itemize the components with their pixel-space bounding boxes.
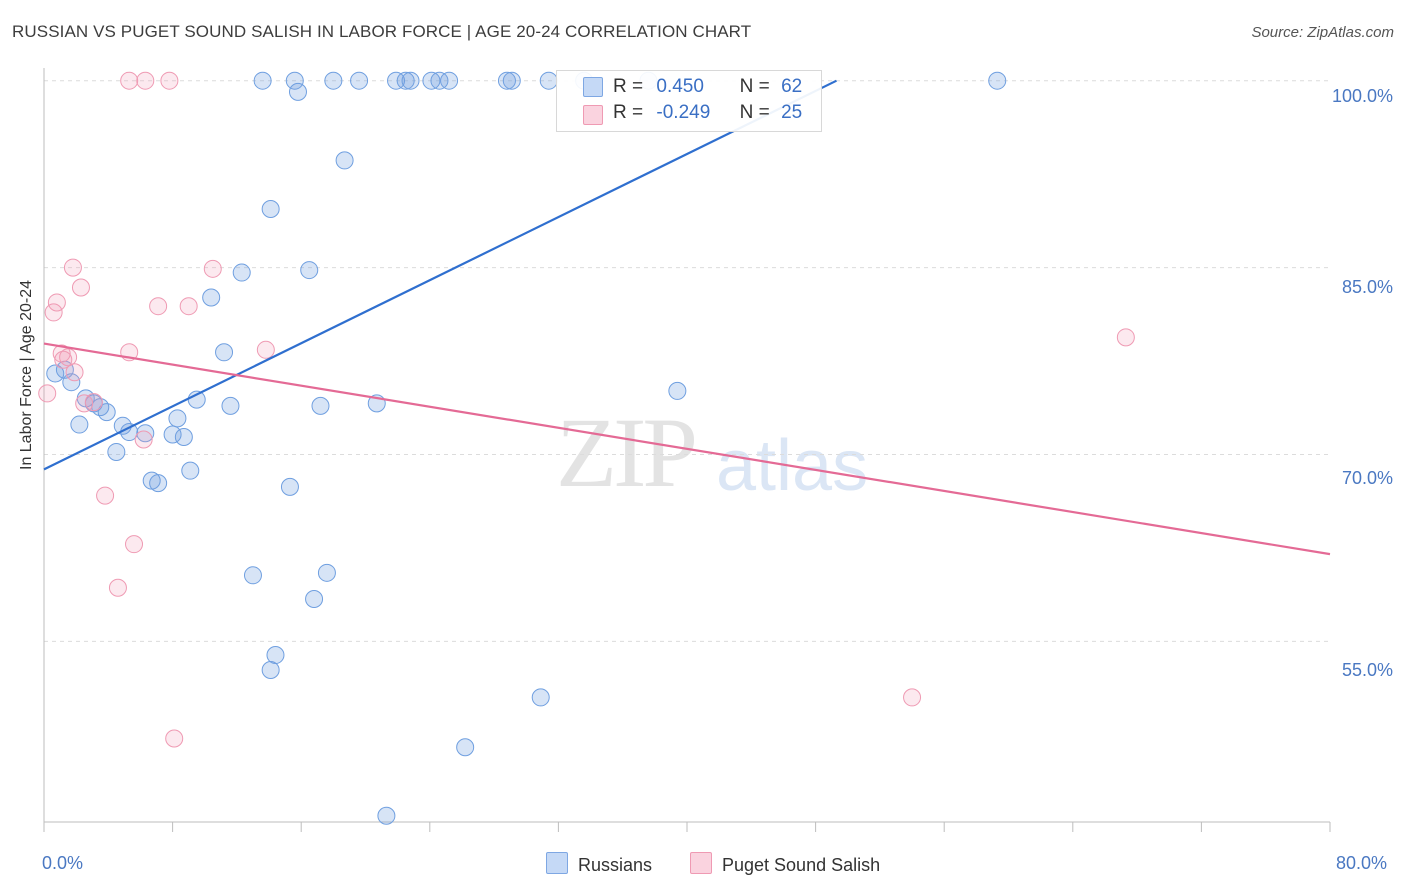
russians-point [335, 151, 354, 170]
salish-point [179, 297, 198, 316]
y-tick-label-100: 100.0% [1331, 86, 1393, 106]
salish-point [125, 535, 144, 554]
russians-point [168, 409, 187, 428]
salish-point [44, 303, 63, 322]
r-label: R = [613, 102, 644, 123]
russians-point [136, 424, 155, 443]
salish-point [84, 393, 103, 412]
salish-point [136, 71, 155, 90]
russians-point [311, 396, 330, 415]
salish-point [149, 297, 168, 316]
legend-russians: Russians [546, 852, 652, 876]
salish-point [65, 363, 84, 382]
russians-point [396, 71, 415, 90]
russians-point [531, 688, 550, 707]
chart-title: RUSSIAN VS PUGET SOUND SALISH IN LABOR F… [12, 22, 752, 41]
russians-point [163, 425, 182, 444]
stats-box: R = 0.450 N = 62 R = -0.249 N = 25 [556, 70, 822, 132]
russians-point [300, 261, 319, 280]
russians-point [317, 563, 336, 582]
x-tick-label-max: 80.0% [1336, 853, 1388, 873]
russians-point [261, 661, 280, 679]
legend-russians-swatch [546, 852, 568, 874]
russians-point [430, 71, 449, 90]
russians-trendline [43, 79, 837, 471]
russians-point [70, 415, 89, 434]
russians-point [266, 646, 285, 665]
russians-point [181, 461, 200, 480]
salish-point [59, 348, 78, 367]
russians-point [502, 71, 521, 90]
russians-point [174, 428, 193, 447]
russians-point [261, 200, 280, 219]
salish-point [120, 71, 139, 90]
russians-point [497, 71, 516, 90]
n-label: N = [739, 76, 770, 97]
salish-point [54, 350, 73, 369]
salish-point [96, 486, 115, 505]
n-label: N = [739, 102, 770, 123]
salish-point [165, 729, 184, 748]
salish-point [47, 293, 66, 312]
salish-point [38, 384, 57, 403]
russians-point [377, 806, 396, 825]
r-value-salish: -0.249 [656, 102, 711, 123]
russians-point [243, 566, 262, 585]
russians-point [232, 263, 251, 282]
russians-point [305, 589, 324, 608]
russians-point [202, 288, 221, 307]
legend-russians-label: Russians [578, 855, 653, 875]
legend-salish-swatch [690, 852, 712, 874]
russians-point [288, 82, 307, 101]
russians-point [46, 364, 65, 383]
source-label: Source: ZipAtlas.com [1251, 24, 1394, 41]
n-value-russians: 62 [781, 76, 803, 97]
salish-point [134, 430, 153, 449]
legend-salish-label: Puget Sound Salish [722, 855, 881, 875]
russians-point [387, 71, 406, 90]
russians-point [62, 373, 81, 392]
russians-point [440, 71, 459, 90]
stats-row-russians: R = 0.450 N = 62 [613, 76, 802, 102]
salish-trendline [43, 342, 1331, 556]
n-value-salish: 25 [781, 102, 803, 123]
salish-point [256, 340, 275, 359]
russians-point [539, 71, 558, 90]
stats-row-salish: R = -0.249 N = 25 [613, 102, 802, 128]
russians-point [988, 71, 1007, 90]
salish-point [1116, 328, 1135, 347]
salish-point [108, 578, 127, 597]
salish-point [903, 688, 922, 707]
russians-point [149, 474, 168, 493]
y-tick-label-55: 55.0% [1341, 660, 1393, 680]
salish-swatch [583, 105, 603, 125]
russians-point [456, 738, 475, 757]
legend-salish: Puget Sound Salish [690, 852, 880, 876]
salish-point [63, 258, 82, 277]
russians-point [97, 403, 116, 422]
russians-swatch [583, 77, 603, 97]
salish-point [203, 259, 222, 278]
russians-point [253, 71, 272, 90]
salish-point [75, 394, 94, 413]
russians-point [324, 71, 343, 90]
russians-point [401, 71, 420, 90]
y-tick-label-85: 85.0% [1341, 277, 1393, 297]
russians-point [107, 442, 126, 461]
russians-point [350, 71, 369, 90]
salish-point [71, 278, 90, 297]
watermark-zip: ZIP [556, 397, 698, 508]
x-tick-label-min: 0.0% [42, 853, 84, 873]
russians-point [668, 381, 687, 400]
russians-point [285, 71, 304, 90]
r-value-russians: 0.450 [656, 76, 704, 97]
russians-point [221, 396, 240, 415]
y-axis-label: In Labor Force | Age 20-24 [18, 279, 35, 470]
r-label: R = [613, 76, 644, 97]
y-tick-label-70: 70.0% [1341, 468, 1393, 488]
salish-point [160, 71, 179, 90]
russians-point [215, 343, 234, 362]
russians-point [280, 477, 299, 496]
